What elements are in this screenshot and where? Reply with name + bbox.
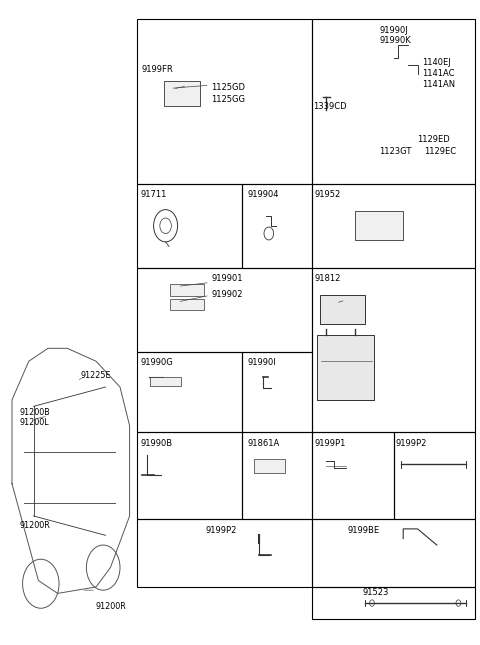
Bar: [170, 299, 204, 310]
Bar: [312, 268, 475, 432]
Text: 1129ED: 1129ED: [417, 135, 449, 144]
Text: 91711: 91711: [140, 190, 167, 199]
Text: 91990I: 91990I: [248, 358, 276, 367]
Bar: [242, 432, 312, 519]
Bar: [394, 432, 475, 519]
Text: 91952: 91952: [314, 190, 341, 199]
Bar: [137, 268, 312, 352]
Text: 1123GT: 1123GT: [379, 147, 411, 156]
Text: 9199P1: 9199P1: [314, 439, 346, 448]
Text: 91523: 91523: [362, 588, 389, 597]
Text: 919902: 919902: [211, 290, 243, 299]
Text: 91812: 91812: [314, 274, 341, 283]
Bar: [137, 184, 242, 268]
Bar: [312, 587, 475, 619]
Text: 919901: 919901: [211, 274, 243, 283]
Text: 1339CD: 1339CD: [313, 102, 347, 111]
Text: 9199BE: 9199BE: [348, 526, 380, 535]
Bar: [150, 377, 181, 386]
Bar: [254, 459, 285, 473]
Text: 91225E: 91225E: [81, 371, 111, 380]
Bar: [137, 432, 242, 519]
Text: 1140EJ: 1140EJ: [422, 58, 451, 67]
Bar: [137, 519, 312, 587]
Bar: [312, 19, 475, 184]
Text: 91200R: 91200R: [19, 521, 50, 530]
Text: 91990G: 91990G: [140, 358, 173, 367]
Text: 9199P2: 9199P2: [205, 526, 237, 535]
Text: 91990K: 91990K: [379, 36, 411, 45]
Bar: [164, 81, 201, 106]
Bar: [170, 284, 204, 296]
Text: 1129EC: 1129EC: [424, 147, 456, 156]
Text: 1141AC: 1141AC: [422, 69, 455, 78]
Text: 91200R: 91200R: [95, 602, 126, 611]
Text: 91200L: 91200L: [19, 418, 49, 427]
Text: 1125GD: 1125GD: [211, 83, 245, 92]
Bar: [242, 184, 312, 268]
Text: 919904: 919904: [248, 190, 279, 199]
Text: 91990B: 91990B: [140, 439, 172, 448]
Text: 1125GG: 1125GG: [211, 95, 245, 104]
Bar: [312, 519, 475, 587]
Bar: [137, 19, 312, 184]
Bar: [137, 352, 242, 432]
Text: 9199FR: 9199FR: [142, 64, 173, 74]
Bar: [317, 335, 374, 400]
Text: 9199P2: 9199P2: [396, 439, 427, 448]
FancyBboxPatch shape: [320, 295, 365, 324]
Bar: [355, 211, 403, 240]
Text: 91861A: 91861A: [248, 439, 280, 448]
Bar: [242, 352, 312, 432]
Text: 91200B: 91200B: [19, 408, 50, 417]
Bar: [312, 184, 475, 268]
Text: 1141AN: 1141AN: [422, 80, 456, 89]
Bar: [312, 432, 394, 519]
Text: 91990J: 91990J: [379, 26, 408, 35]
